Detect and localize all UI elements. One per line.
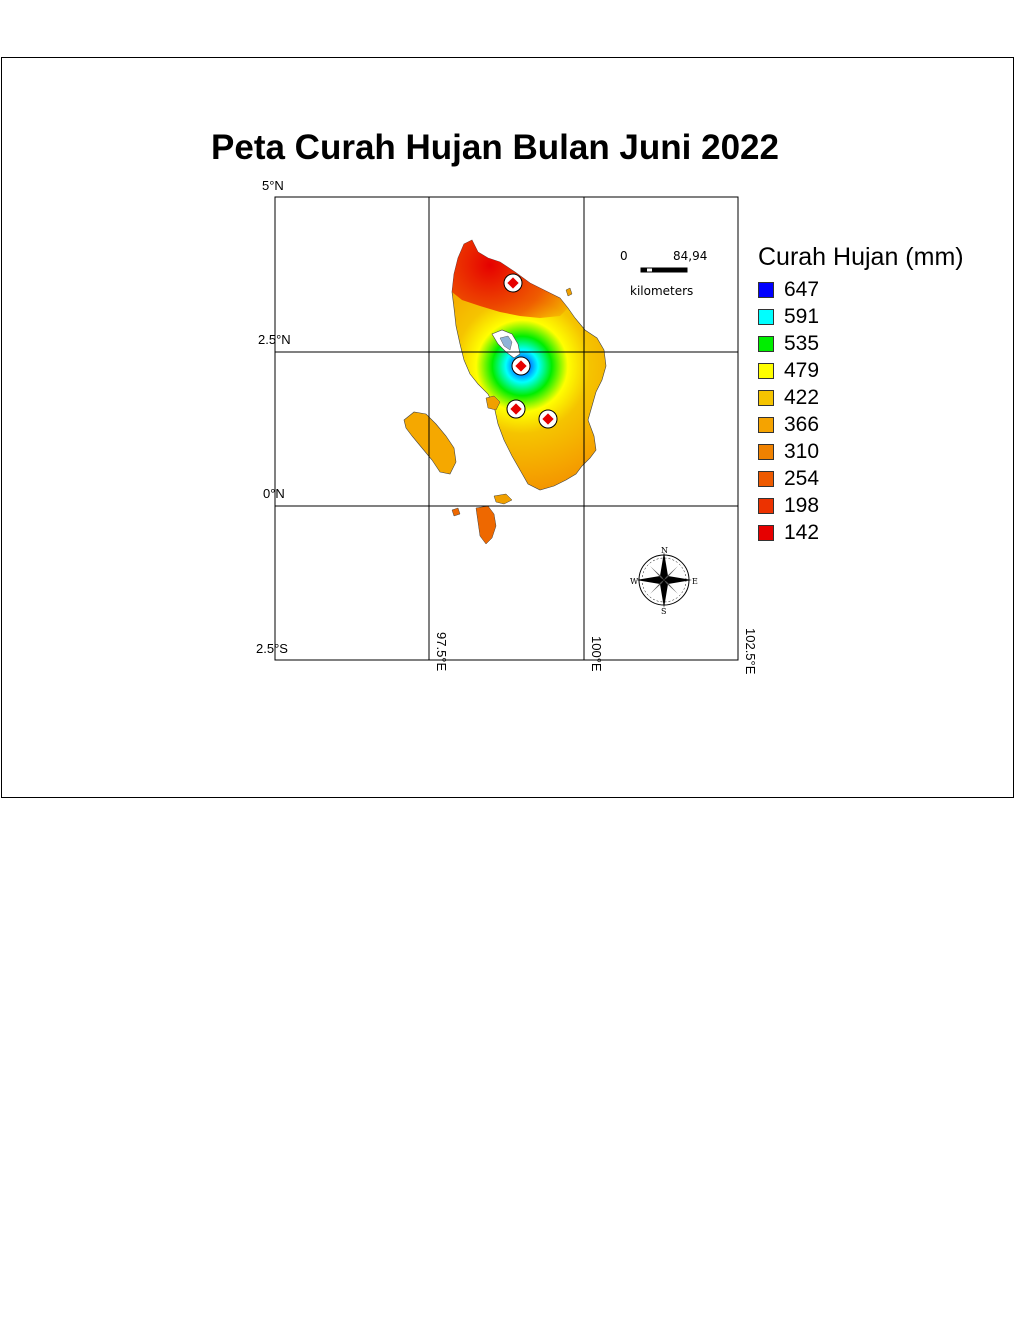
legend-item: 310 [758,438,964,465]
legend-swatch [758,389,774,406]
legend-item: 254 [758,465,964,492]
legend-swatch [758,335,774,352]
legend-title: Curah Hujan (mm) [758,243,964,271]
scale-bar-end-label: 84,94 [673,249,707,263]
compass-w-label: W [630,577,639,586]
scale-bar-start-label: 0 [620,249,628,263]
map-frame [1,57,1014,798]
legend-value: 254 [784,466,820,490]
island-batu-3 [451,507,461,517]
legend-swatch [758,470,774,487]
legend-swatch [758,443,774,460]
station-marker [506,399,526,419]
legend-item: 479 [758,357,964,384]
scale-bar-unit-label: kilometers [630,284,693,298]
legend-item: 366 [758,411,964,438]
lat-label-0: 0°N [263,486,285,501]
lat-label-2.5s: 2.5°S [256,641,288,656]
legend-value: 479 [784,358,820,382]
island-small-2 [565,287,573,297]
lat-label-5n: 5°N [262,178,284,193]
lon-label-100e: 100°E [589,636,604,672]
legend-item: 142 [758,519,964,546]
map-title: Peta Curah Hujan Bulan Juni 2022 [211,128,779,167]
station-marker [538,409,558,429]
legend-swatch [758,308,774,325]
legend-value: 366 [784,412,820,436]
legend-swatch [758,497,774,514]
samosir-island [499,335,513,351]
lon-label-102.5e: 102.5°E [743,628,758,675]
scale-bar: 0 84,94 kilometers [620,249,707,298]
map-canvas: 5°N 2.5°N 0°N 2.5°S 97.5°E 100°E 102.5°E… [256,178,758,675]
compass-s-label: S [661,607,666,616]
legend-swatch [758,524,774,541]
island-nias [403,411,457,475]
legend-swatch [758,416,774,433]
legend-item: 422 [758,384,964,411]
lon-label-97.5e: 97.5°E [434,632,449,672]
legend-value: 422 [784,385,820,409]
legend-swatch [758,362,774,379]
compass-rose-icon: N S E W [630,546,698,616]
legend-value: 647 [784,277,820,301]
legend-item: 591 [758,303,964,330]
legend-value: 591 [784,304,820,328]
legend-value: 535 [784,331,820,355]
legend-swatch [758,281,774,298]
island-batu-1 [493,493,513,505]
legend-items: 647 591 535 479 422 366 310 254 198 142 [758,276,964,546]
legend-value: 198 [784,493,820,517]
lat-label-2.5n: 2.5°N [258,332,291,347]
map-border [274,196,739,661]
legend-item: 647 [758,276,964,303]
legend: Curah Hujan (mm) 647 591 535 479 422 366 310 25… [758,243,964,546]
legend-item: 535 [758,330,964,357]
station-marker [503,273,523,293]
island-small-1 [485,395,501,411]
island-batu-2 [475,505,497,545]
legend-value: 310 [784,439,820,463]
legend-item: 198 [758,492,964,519]
compass-n-label: N [661,546,668,555]
station-marker [511,356,531,376]
compass-e-label: E [692,577,698,586]
legend-value: 142 [784,520,820,544]
